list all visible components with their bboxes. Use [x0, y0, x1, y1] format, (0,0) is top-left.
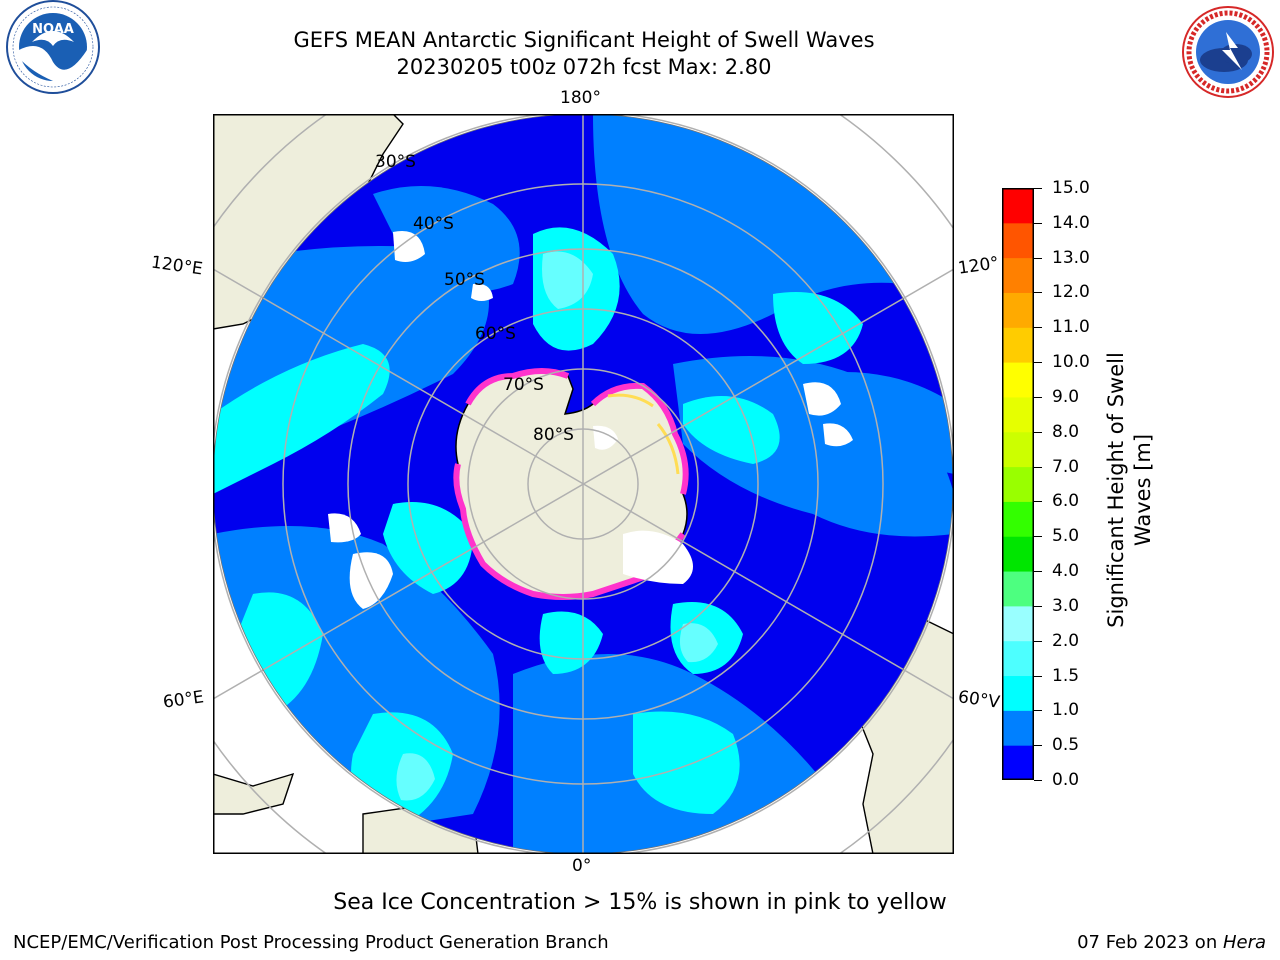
map-title: GEFS MEAN Antarctic Significant Height o… — [293, 28, 875, 52]
colorbar-tick-mark — [1034, 745, 1042, 747]
meridian-label-top: 180° — [560, 88, 601, 108]
colorbar-tick-mark — [1034, 536, 1042, 538]
colorbar-tick-label: 15.0 — [1052, 178, 1090, 198]
ice-shelf-white — [593, 425, 693, 584]
colorbar-bin — [1002, 327, 1034, 363]
footer-credit: NCEP/EMC/Verification Post Processing Pr… — [13, 932, 609, 953]
colorbar-border — [1002, 188, 1034, 780]
colorbar-tick-mark — [1034, 466, 1042, 468]
colorbar-bin — [1002, 431, 1034, 468]
colorbar-tick-label: 2.0 — [1052, 630, 1080, 651]
colorbar-bin — [1002, 640, 1034, 677]
colorbar — [1002, 188, 1034, 780]
colorbar-bin — [1002, 396, 1034, 433]
colorbar-tick-mark — [1034, 710, 1042, 712]
colorbar-tick-label: 10.0 — [1052, 352, 1090, 373]
colorbar-tick-mark — [1034, 501, 1042, 503]
colorbar-bin — [1002, 745, 1034, 780]
map-subtitle: 20230205 t00z 072h fcst Max: 2.80 — [396, 55, 772, 79]
colorbar-tick-mark — [1034, 571, 1042, 573]
colorbar-bin — [1002, 292, 1034, 328]
polar-map — [213, 114, 954, 854]
colorbar-bin — [1002, 362, 1034, 398]
colorbar-tick-mark — [1034, 431, 1042, 433]
graticule — [213, 114, 954, 854]
colorbar-tick-mark — [1034, 675, 1042, 677]
colorbar-tick-label: 0.5 — [1052, 735, 1080, 756]
colorbar-tick-label: 5.0 — [1052, 526, 1080, 547]
colorbar-tick-mark — [1034, 188, 1042, 189]
colorbar-tick-mark — [1034, 362, 1042, 364]
latitude-label: 70°S — [503, 375, 544, 395]
colorbar-bin — [1002, 675, 1034, 711]
colorbar-tick-label: 11.0 — [1052, 317, 1090, 338]
meridian-label-upper-right: 120° — [956, 253, 1001, 279]
colorbar-tick-label: 8.0 — [1052, 421, 1080, 442]
colorbar-tick-mark — [1034, 640, 1042, 642]
latitude-label: 30°S — [375, 152, 416, 172]
meridian-label-lower-right: 60°V — [956, 687, 1001, 713]
colorbar-tick-mark — [1034, 780, 1042, 781]
colorbar-tick-mark — [1034, 292, 1042, 294]
colorbar-label-line1: Significant Height of Swell — [1104, 352, 1128, 628]
footer-host: Hera — [1222, 932, 1266, 953]
colorbar-tick-label: 1.5 — [1052, 665, 1080, 686]
colorbar-tick-mark — [1034, 222, 1042, 224]
meridian-label-lower-left: 60°E — [161, 687, 206, 713]
no-data-patches — [328, 230, 853, 609]
svg-text:NOAA: NOAA — [32, 22, 74, 37]
colorbar-tick-label: 4.0 — [1052, 561, 1080, 582]
colorbar-tick-mark — [1034, 605, 1042, 607]
sea-ice-note: Sea Ice Concentration > 15% is shown in … — [333, 890, 947, 915]
swell-field-lightcyan — [396, 251, 718, 801]
footer-date-text: 07 Feb 2023 on — [1077, 932, 1223, 953]
colorbar-tick-label: 1.0 — [1052, 700, 1080, 721]
nws-logo-icon — [1178, 4, 1278, 100]
colorbar-label: Significant Height of Swell Waves [m] — [1103, 330, 1157, 650]
colorbar-tick-mark — [1034, 396, 1042, 398]
colorbar-bin — [1002, 466, 1034, 502]
colorbar-bin — [1002, 710, 1034, 746]
colorbar-tick-label: 12.0 — [1052, 282, 1090, 303]
colorbar-bin — [1002, 605, 1034, 642]
colorbar-label-wrap: Significant Height of Swell Waves [m] — [1100, 330, 1160, 650]
colorbar-tick-label: 6.0 — [1052, 491, 1080, 512]
colorbar-tick-label: 0.0 — [1052, 770, 1080, 790]
footer-date: 07 Feb 2023 on Hera — [1077, 932, 1266, 953]
latitude-label: 40°S — [413, 214, 454, 234]
colorbar-tick-label: 13.0 — [1052, 247, 1090, 268]
colorbar-tick-label: 7.0 — [1052, 456, 1080, 477]
colorbar-bin — [1002, 536, 1034, 572]
meridian-label-upper-left: 120°E — [149, 252, 204, 280]
colorbar-tick-mark — [1034, 257, 1042, 259]
colorbar-tick-label: 9.0 — [1052, 386, 1080, 407]
colorbar-bin — [1002, 257, 1034, 293]
colorbar-bin — [1002, 222, 1034, 259]
colorbar-tick-mark — [1034, 327, 1042, 329]
colorbar-bin — [1002, 501, 1034, 537]
colorbar-bin — [1002, 571, 1034, 607]
colorbar-tick-label: 3.0 — [1052, 595, 1080, 616]
meridian-label-bottom: 0° — [572, 856, 592, 876]
colorbar-bin — [1002, 188, 1034, 224]
colorbar-label-line2: Waves [m] — [1131, 433, 1155, 547]
latitude-label: 80°S — [533, 425, 574, 445]
latitude-label: 60°S — [475, 324, 516, 344]
colorbar-tick-label: 14.0 — [1052, 212, 1090, 233]
noaa-logo-icon: NOAA — [2, 0, 104, 100]
latitude-label: 50°S — [444, 270, 485, 290]
